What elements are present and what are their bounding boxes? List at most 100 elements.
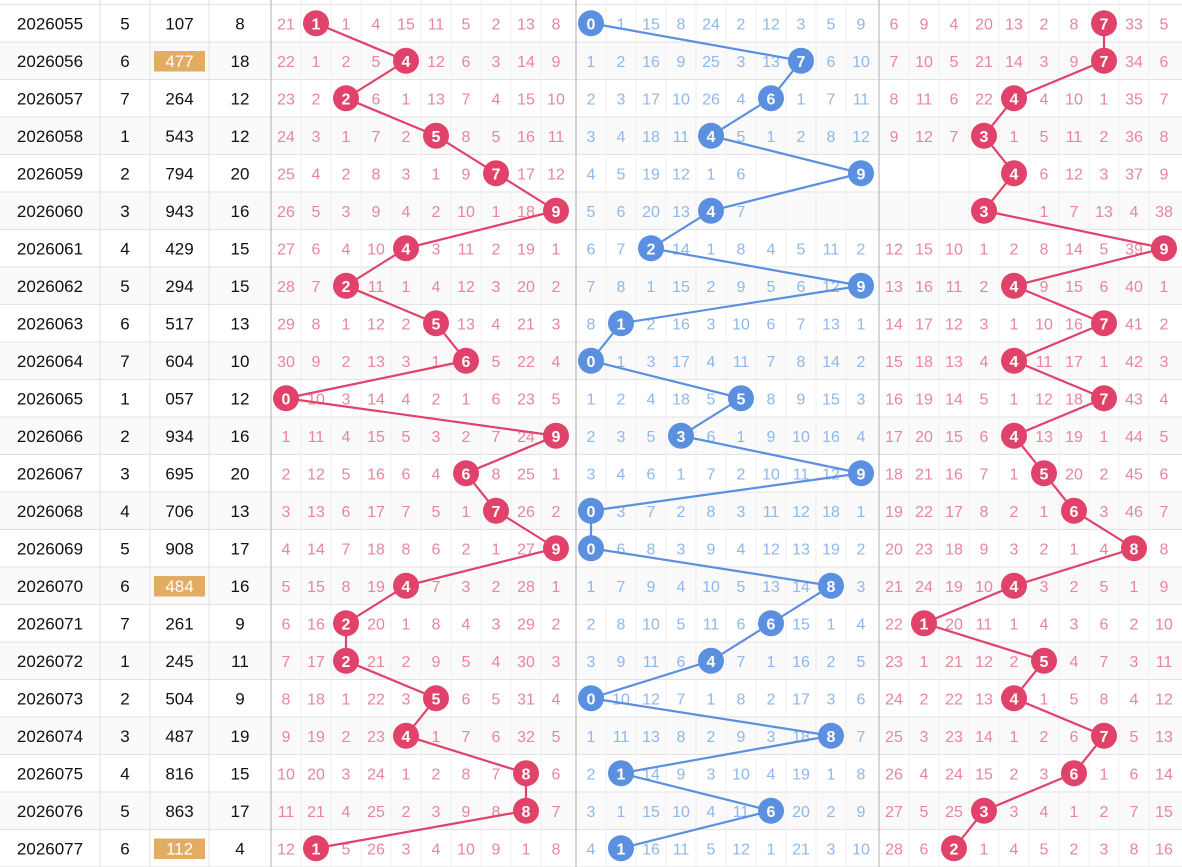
- miss-count: 6: [402, 466, 411, 483]
- miss-count: 15: [975, 766, 993, 783]
- ball-digit: 3: [677, 429, 686, 446]
- weekday-cell: 4: [120, 239, 129, 258]
- miss-count: 1: [587, 391, 596, 408]
- miss-count: 18: [822, 504, 840, 521]
- miss-count: 24: [702, 16, 720, 33]
- miss-count: 1: [402, 616, 411, 633]
- miss-count: 2: [342, 354, 351, 371]
- ball: [1001, 347, 1027, 374]
- miss-count: 18: [307, 691, 325, 708]
- ball-digit: 4: [1010, 279, 1019, 296]
- miss-count: 8: [462, 129, 471, 146]
- miss-count: 3: [552, 654, 561, 671]
- weekday-cell: 3: [120, 464, 129, 483]
- miss-count: 9: [890, 129, 899, 146]
- ball-digit: 3: [980, 804, 989, 821]
- miss-count: 5: [587, 204, 596, 221]
- miss-count: 2: [552, 279, 561, 296]
- miss-count: 5: [492, 691, 501, 708]
- miss-count: 2: [342, 166, 351, 183]
- sum-cell: 8: [235, 14, 244, 33]
- miss-count: 1: [1040, 504, 1049, 521]
- weekday-cell: 3: [120, 202, 129, 221]
- miss-count: 6: [677, 654, 686, 671]
- draw-cell: 107: [165, 14, 193, 33]
- miss-count: 4: [617, 466, 626, 483]
- period-cell: 2026071: [17, 614, 83, 633]
- miss-count: 1: [342, 316, 351, 333]
- miss-count: 15: [672, 279, 690, 296]
- miss-count: 24: [367, 766, 385, 783]
- ball: [543, 197, 569, 224]
- miss-count: 2: [342, 54, 351, 71]
- miss-count: 6: [737, 616, 746, 633]
- miss-count: 20: [945, 616, 963, 633]
- miss-count: 7: [1070, 204, 1079, 221]
- miss-count: 4: [647, 391, 656, 408]
- miss-count: 12: [732, 841, 750, 858]
- miss-count: 1: [617, 804, 626, 821]
- miss-count: 3: [857, 579, 866, 596]
- miss-count: 5: [827, 16, 836, 33]
- miss-count: 4: [737, 541, 746, 558]
- ball-digit: 0: [587, 504, 596, 521]
- miss-count: 19: [517, 241, 535, 258]
- ball: [1091, 722, 1117, 749]
- miss-count: 7: [1160, 91, 1169, 108]
- ball: [848, 460, 874, 487]
- miss-count: 12: [762, 16, 780, 33]
- miss-count: 6: [1040, 166, 1049, 183]
- miss-count: 2: [432, 766, 441, 783]
- miss-count: 6: [312, 241, 321, 258]
- miss-count: 6: [492, 729, 501, 746]
- miss-count: 17: [642, 91, 660, 108]
- miss-count: 20: [367, 616, 385, 633]
- miss-count: 1: [857, 316, 866, 333]
- miss-count: 11: [278, 804, 295, 821]
- miss-count: 31: [517, 691, 535, 708]
- miss-count: 3: [587, 654, 596, 671]
- miss-count: 14: [1155, 766, 1173, 783]
- miss-count: 18: [915, 354, 933, 371]
- row-stripe: [0, 642, 1182, 680]
- miss-count: 18: [672, 391, 690, 408]
- ball-digit: 5: [1040, 654, 1049, 671]
- miss-count: 5: [1070, 691, 1079, 708]
- ball: [1091, 10, 1117, 37]
- miss-count: 14: [945, 391, 963, 408]
- miss-count: 1: [312, 54, 321, 71]
- miss-count: 10: [672, 804, 690, 821]
- miss-count: 17: [945, 504, 963, 521]
- ball-digit: 5: [1040, 466, 1049, 483]
- miss-count: 6: [462, 691, 471, 708]
- ball-digit: 0: [282, 391, 291, 408]
- weekday-cell: 4: [120, 764, 129, 783]
- miss-count: 23: [517, 391, 535, 408]
- miss-count: 2: [1070, 841, 1079, 858]
- miss-count: 3: [312, 129, 321, 146]
- ball-digit: 4: [402, 241, 411, 258]
- ball-digit: 7: [1100, 316, 1109, 333]
- draw-cell: 504: [165, 689, 193, 708]
- miss-count: 11: [916, 91, 933, 108]
- miss-count: 10: [792, 429, 810, 446]
- ball-digit: 4: [1010, 354, 1019, 371]
- sum-cell: 17: [231, 539, 250, 558]
- miss-count: 6: [342, 504, 351, 521]
- miss-count: 7: [282, 654, 291, 671]
- miss-count: 3: [1130, 654, 1139, 671]
- sum-cell: 15: [231, 277, 250, 296]
- ball: [971, 797, 997, 824]
- miss-count: 19: [1065, 429, 1083, 446]
- miss-count: 5: [707, 391, 716, 408]
- miss-count: 8: [312, 316, 321, 333]
- miss-count: 1: [552, 466, 561, 483]
- miss-count: 1: [1040, 204, 1049, 221]
- period-cell: 2026070: [17, 577, 83, 596]
- miss-count: 4: [920, 766, 929, 783]
- miss-count: 12: [277, 841, 295, 858]
- ball-digit: 0: [587, 541, 596, 558]
- ball-digit: 8: [827, 729, 836, 746]
- ball-digit: 4: [707, 204, 716, 221]
- ball: [303, 835, 329, 862]
